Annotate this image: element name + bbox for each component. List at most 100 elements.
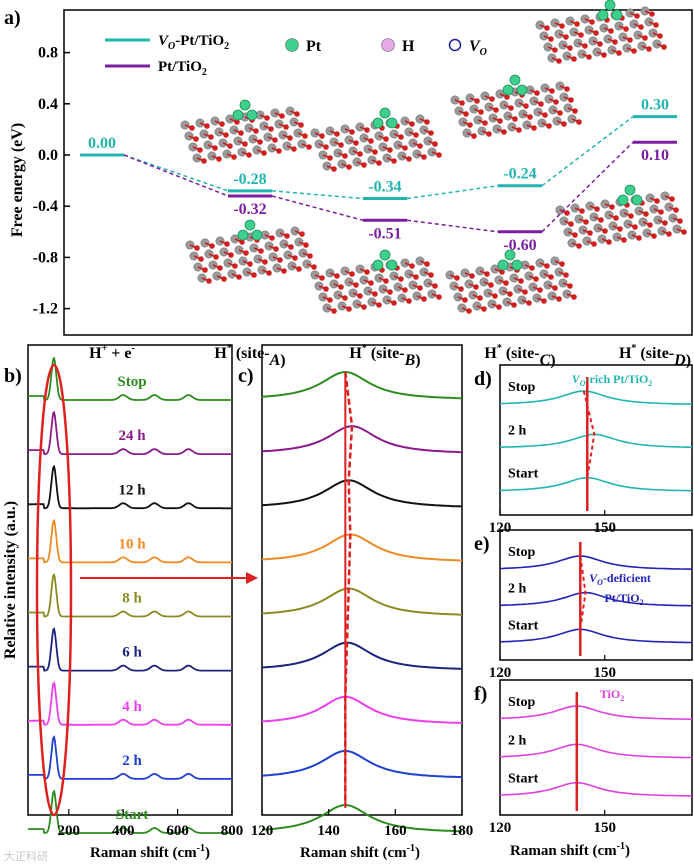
bond — [356, 161, 365, 166]
bond — [479, 270, 488, 275]
panel-b: b) Relative intensity (a.u.) Stop 24 h 12 … — [2, 344, 258, 861]
tspan: O — [168, 41, 175, 52]
tspan: O — [597, 578, 603, 587]
tspan: (site- — [502, 345, 540, 362]
connector — [123, 154, 229, 197]
bond — [386, 157, 395, 162]
bond — [492, 117, 501, 122]
bond — [241, 151, 250, 156]
legend-marker — [285, 38, 299, 52]
bond — [526, 124, 535, 129]
bond — [521, 299, 530, 304]
bond — [517, 288, 526, 293]
tspan: * — [631, 343, 636, 354]
bond — [201, 277, 210, 282]
pt-atom — [509, 74, 521, 86]
ti-atom — [559, 216, 569, 226]
raman-curve — [28, 681, 232, 726]
bond — [382, 146, 391, 151]
pt-atom — [631, 194, 643, 206]
tspan: H — [89, 345, 102, 362]
bond — [423, 129, 432, 134]
raman-curve-zoom — [261, 587, 463, 616]
bond — [341, 305, 350, 310]
bond — [416, 295, 425, 300]
pt-atom — [372, 259, 384, 271]
bond — [506, 301, 515, 306]
bond — [278, 123, 287, 128]
raman-curve — [499, 390, 692, 405]
bond — [382, 288, 391, 293]
bond — [593, 216, 602, 221]
tspan: B — [404, 352, 416, 369]
pt-atom — [372, 117, 384, 129]
bond — [556, 120, 565, 125]
bond — [507, 115, 516, 120]
bond — [458, 110, 467, 115]
ti-atom — [314, 281, 324, 291]
legend-marker — [448, 38, 462, 52]
ti-atom — [454, 106, 464, 116]
tspan: 2 — [224, 41, 229, 52]
panel-f: f) Stop 2 h Start TiO2 120 150 Raman shift (cm-… — [474, 679, 693, 859]
bond — [412, 142, 421, 147]
bond — [571, 242, 580, 247]
panel-c-label: c) — [238, 365, 254, 387]
tspan: + — [102, 343, 108, 354]
bond — [314, 274, 323, 279]
bond — [468, 283, 477, 288]
peak-shift-trace — [344, 371, 354, 805]
bond — [297, 132, 306, 137]
bond — [423, 271, 432, 276]
bond — [193, 255, 202, 260]
tspan: (site- — [232, 345, 270, 362]
bond — [216, 275, 225, 280]
tspan: (site- — [636, 345, 674, 362]
raman-curve-zoom — [261, 370, 463, 400]
panel-b-label: b) — [4, 365, 22, 387]
x-tick-label: 120 — [489, 820, 512, 836]
bond — [649, 197, 658, 202]
bond — [223, 251, 232, 256]
tspan: 2 — [202, 67, 207, 78]
bond — [408, 273, 417, 278]
bond — [641, 45, 650, 50]
series-label: 8 h — [122, 591, 142, 607]
bond — [541, 122, 550, 127]
bond — [652, 32, 661, 37]
bond — [298, 241, 307, 246]
bond — [401, 297, 410, 302]
raman-curve — [499, 476, 692, 492]
bond — [543, 35, 552, 40]
series-label: 6 h — [122, 645, 142, 661]
bond — [253, 247, 262, 252]
bond — [282, 134, 291, 139]
bond — [274, 112, 283, 117]
raman-curve — [499, 781, 693, 797]
pt-atom — [497, 259, 509, 271]
panel-c: c) 120 140 160 180 Raman shift (cm-1) — [238, 344, 473, 861]
tspan: Raman shift (cm — [510, 843, 617, 859]
tspan: H — [484, 345, 497, 362]
bond — [618, 25, 627, 30]
panel-title: TiO2 — [600, 687, 624, 703]
panel-title: VO-rich Pt/TiO2 — [572, 372, 653, 388]
bond — [559, 85, 568, 90]
bond — [419, 260, 428, 265]
bond — [363, 137, 372, 142]
x-category-label: H* (site-D) — [619, 343, 691, 369]
x-tick-label: 800 — [221, 823, 244, 839]
bond — [453, 285, 462, 290]
bond — [622, 36, 631, 41]
raman-curve — [28, 573, 232, 618]
bond — [256, 149, 265, 154]
raman-curve — [499, 555, 693, 570]
tio2-slab-image — [310, 107, 442, 172]
bond — [537, 111, 546, 116]
tspan: * — [362, 343, 367, 354]
panel-a-ylabel: Free energy (eV) — [9, 123, 26, 237]
bond — [477, 119, 486, 124]
bond — [257, 258, 266, 263]
bond — [401, 155, 410, 160]
